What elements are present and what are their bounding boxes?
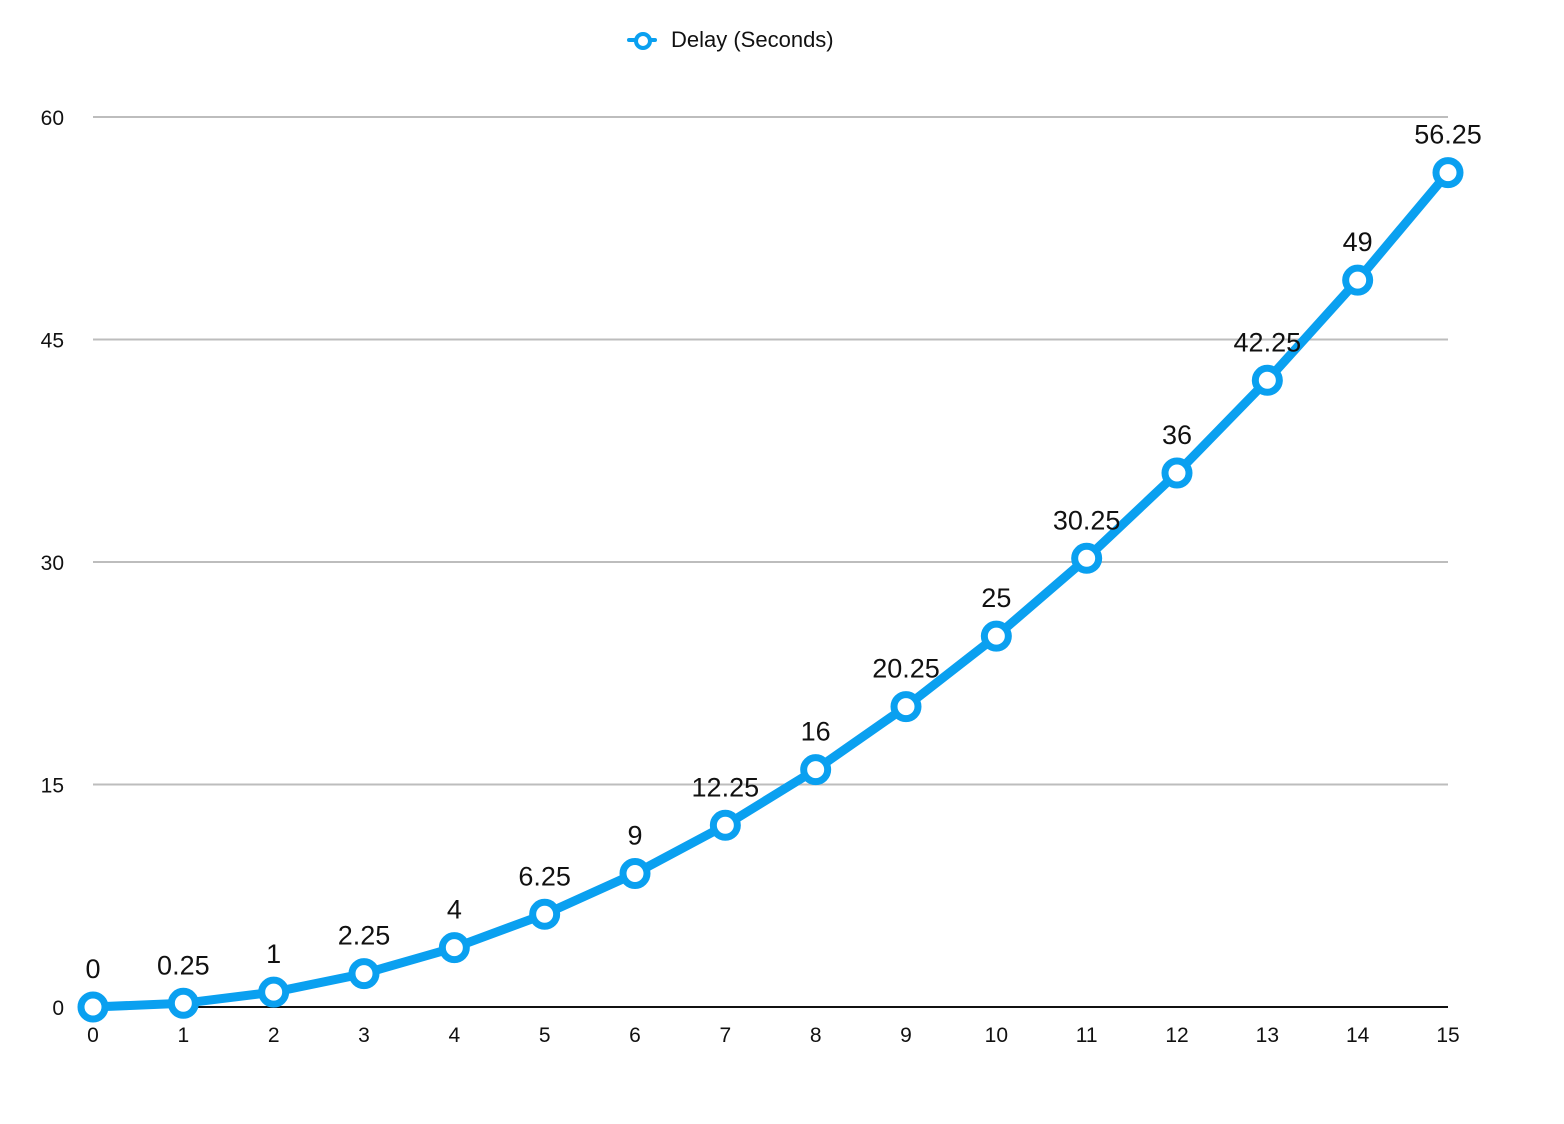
data-point[interactable] xyxy=(890,691,922,723)
data-point[interactable] xyxy=(529,898,561,930)
data-label: 49 xyxy=(1343,227,1373,257)
data-point[interactable] xyxy=(1342,264,1374,296)
y-tick-label: 30 xyxy=(41,552,64,575)
data-point[interactable] xyxy=(1071,542,1103,574)
data-labels: 0 0.25 12.2546.25912.251620.252530.253642.… xyxy=(85,120,1481,984)
data-label: 36 xyxy=(1162,420,1192,450)
data-label: 30.25 xyxy=(1053,505,1121,535)
data-label: 1 xyxy=(266,939,281,969)
data-point[interactable] xyxy=(77,991,109,1023)
x-tick-label: 1 xyxy=(177,1024,189,1047)
data-point[interactable] xyxy=(1251,364,1283,396)
data-point[interactable] xyxy=(709,809,741,841)
data-label: 9 xyxy=(627,821,642,851)
data-point[interactable] xyxy=(619,858,651,889)
gridlines xyxy=(93,116,1448,1008)
data-label: 56.25 xyxy=(1414,120,1482,150)
y-tick-label: 0 xyxy=(52,997,64,1020)
x-tick-label: 4 xyxy=(448,1024,460,1047)
data-label: 0.25 xyxy=(157,950,210,980)
x-axis-ticks: 0 1 2 3 4 5 6 7 8 9 10 11 12 13 14 15 xyxy=(87,1024,1460,1047)
data-label: 16 xyxy=(801,717,831,747)
data-point[interactable] xyxy=(258,976,290,1008)
y-tick-label: 45 xyxy=(41,330,64,353)
data-point[interactable] xyxy=(980,620,1012,652)
x-tick-label: 9 xyxy=(900,1024,912,1047)
x-tick-label: 3 xyxy=(358,1024,370,1047)
y-axis-ticks: 0 15 30 45 60 xyxy=(41,107,64,1020)
data-label: 12.25 xyxy=(692,772,760,802)
data-point[interactable] xyxy=(438,932,470,964)
data-point[interactable] xyxy=(167,987,199,1019)
legend[interactable]: Delay (Seconds) xyxy=(627,24,834,56)
series-group xyxy=(77,157,1464,1023)
x-tick-label: 5 xyxy=(539,1024,551,1047)
x-tick-label: 13 xyxy=(1256,1024,1279,1047)
x-tick-label: 11 xyxy=(1076,1024,1098,1047)
data-point[interactable] xyxy=(1161,457,1193,489)
series-line xyxy=(88,168,1453,1012)
legend-marker-icon xyxy=(627,30,657,50)
x-tick-label: 8 xyxy=(810,1024,822,1047)
x-tick-label: 6 xyxy=(629,1024,641,1047)
data-point[interactable] xyxy=(1432,157,1464,189)
data-label: 4 xyxy=(447,895,462,925)
data-label: 42.25 xyxy=(1234,327,1302,357)
data-label: 0 xyxy=(85,954,100,984)
x-tick-label: 7 xyxy=(719,1024,731,1047)
x-tick-label: 10 xyxy=(985,1024,1008,1047)
data-point[interactable] xyxy=(348,958,380,990)
legend-dot xyxy=(634,32,652,50)
x-tick-label: 0 xyxy=(87,1024,99,1047)
y-tick-label: 60 xyxy=(41,107,64,130)
x-tick-label: 14 xyxy=(1346,1024,1370,1047)
x-tick-label: 12 xyxy=(1165,1024,1188,1047)
data-label: 20.25 xyxy=(872,654,940,684)
legend-label: Delay (Seconds) xyxy=(671,27,834,52)
data-label: 25 xyxy=(981,583,1011,613)
data-label: 2.25 xyxy=(338,921,391,951)
x-tick-label: 15 xyxy=(1436,1024,1459,1047)
y-tick-label: 15 xyxy=(41,775,64,798)
data-point[interactable] xyxy=(800,754,832,786)
x-tick-label: 2 xyxy=(268,1024,280,1047)
data-label: 6.25 xyxy=(518,861,571,891)
